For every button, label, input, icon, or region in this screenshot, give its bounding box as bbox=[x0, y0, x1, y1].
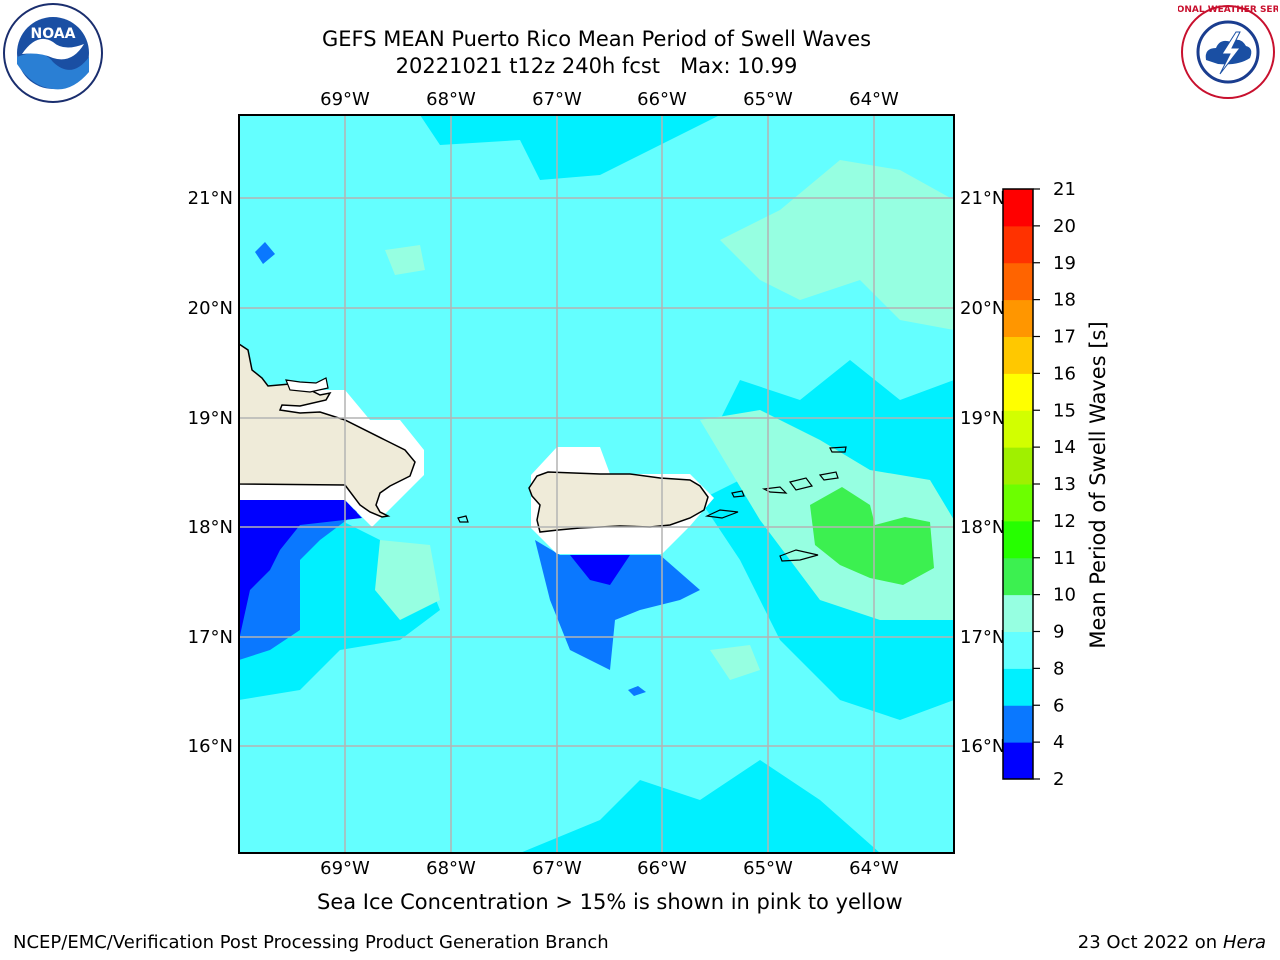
footer-date: 23 Oct 2022 on Hera bbox=[1078, 932, 1266, 953]
lon-label-bottom: 64°W bbox=[849, 858, 899, 879]
colorbar-tick-label: 19 bbox=[1053, 253, 1076, 274]
colorbar-label: Mean Period of Swell Waves [s] bbox=[1086, 321, 1110, 648]
lat-label-right: 17°N bbox=[960, 627, 1005, 648]
lat-label-left: 19°N bbox=[188, 408, 233, 429]
colorbar-tick-label: 2 bbox=[1053, 769, 1064, 790]
lat-label-right: 19°N bbox=[960, 408, 1005, 429]
colorbar-segment bbox=[1003, 262, 1033, 301]
land-puerto-rico bbox=[528, 471, 709, 533]
colorbar-segment bbox=[1003, 742, 1033, 780]
land-islet bbox=[285, 377, 329, 393]
lon-label-bottom: 69°W bbox=[320, 858, 370, 879]
lon-label-top: 64°W bbox=[849, 89, 899, 110]
island bbox=[731, 490, 745, 498]
colorbar-tick-label: 11 bbox=[1053, 548, 1076, 569]
colorbar-segment bbox=[1003, 373, 1033, 411]
footer-date-text: 23 Oct 2022 on bbox=[1077, 932, 1223, 953]
swell-field-4-6 bbox=[239, 242, 700, 696]
sea-ice-caption: Sea Ice Concentration > 15% is shown in … bbox=[317, 890, 903, 914]
island bbox=[704, 509, 739, 519]
colorbar-tick-label: 12 bbox=[1053, 511, 1076, 532]
lat-label-right: 20°N bbox=[960, 298, 1005, 319]
gridlines bbox=[239, 115, 954, 853]
island bbox=[818, 471, 839, 481]
map-title-line2: 20221021 t12z 240h fcst Max: 10.99 bbox=[395, 54, 798, 78]
swell-field-9-10 bbox=[375, 160, 954, 680]
colorbar-tick-label: 9 bbox=[1053, 622, 1064, 643]
colorbar: 2 4 6 8 9 10 11 12 13 14 15 16 17 18 19 20 21 bbox=[1002, 179, 1076, 790]
lon-label-bottom: 65°W bbox=[743, 858, 793, 879]
colorbar-tick-label: 14 bbox=[1053, 437, 1076, 458]
footer-credit: NCEP/EMC/Verification Post Processing Pr… bbox=[13, 932, 609, 953]
island bbox=[788, 477, 814, 491]
colorbar-tick-label: 4 bbox=[1053, 732, 1064, 753]
footer-host: Hera bbox=[1222, 932, 1266, 953]
colorbar-segment bbox=[1003, 299, 1033, 337]
lon-label-top: 69°W bbox=[320, 89, 370, 110]
lon-label-top: 66°W bbox=[637, 89, 687, 110]
colorbar-segment bbox=[1003, 594, 1033, 632]
colorbar-tick-label: 17 bbox=[1053, 327, 1076, 348]
colorbar-tick-label: 21 bbox=[1053, 179, 1076, 200]
colorbar-tick-label: 20 bbox=[1053, 216, 1076, 237]
colorbar-tick-label: 15 bbox=[1053, 400, 1076, 421]
noaa-logo-text: NOAA bbox=[31, 26, 76, 42]
lon-label-bottom: 66°W bbox=[637, 858, 687, 879]
nws-logo-text: NATIONAL WEATHER SERVICE bbox=[1178, 5, 1278, 15]
lat-label-right: 16°N bbox=[960, 736, 1005, 757]
lat-label-left: 21°N bbox=[188, 188, 233, 209]
swell-field-2-4 bbox=[239, 500, 630, 640]
island bbox=[779, 549, 819, 562]
swell-field-10-11 bbox=[810, 487, 934, 585]
noaa-logo: NOAA bbox=[3, 3, 103, 103]
colorbar-tick-label: 16 bbox=[1053, 363, 1076, 384]
colorbar-tick-label: 18 bbox=[1053, 290, 1076, 311]
lon-label-bottom: 68°W bbox=[426, 858, 476, 879]
colorbar-tick-label: 13 bbox=[1053, 474, 1076, 495]
lon-label-top: 65°W bbox=[743, 89, 793, 110]
colorbar-segment bbox=[1003, 336, 1033, 374]
colorbar-tick-label: 10 bbox=[1053, 585, 1076, 606]
colorbar-segment bbox=[1003, 225, 1033, 264]
colorbar-segment bbox=[1003, 631, 1033, 669]
lat-label-left: 20°N bbox=[188, 298, 233, 319]
nws-logo: NATIONAL WEATHER SERVICE bbox=[1178, 5, 1278, 99]
colorbar-segment bbox=[1003, 705, 1033, 743]
colorbar-segment bbox=[1003, 668, 1033, 706]
lat-label-left: 17°N bbox=[188, 627, 233, 648]
lon-label-top: 67°W bbox=[532, 89, 582, 110]
lat-label-left: 16°N bbox=[188, 736, 233, 757]
colorbar-tick-label: 8 bbox=[1053, 658, 1064, 679]
lat-label-right: 18°N bbox=[960, 517, 1005, 538]
map-title-line1: GEFS MEAN Puerto Rico Mean Period of Swe… bbox=[321, 27, 872, 51]
colorbar-tick-label: 6 bbox=[1053, 695, 1064, 716]
colorbar-segment bbox=[1003, 520, 1033, 559]
map-frame bbox=[238, 114, 955, 854]
colorbar-segment bbox=[1003, 410, 1033, 448]
colorbar-segment bbox=[1003, 447, 1033, 485]
lon-label-bottom: 67°W bbox=[532, 858, 582, 879]
colorbar-segment bbox=[1003, 189, 1033, 227]
colorbar-segment bbox=[1003, 557, 1033, 596]
lat-label-right: 21°N bbox=[960, 188, 1005, 209]
island bbox=[457, 515, 469, 523]
lon-label-top: 68°W bbox=[426, 89, 476, 110]
island bbox=[829, 446, 847, 453]
colorbar-segment bbox=[1003, 484, 1033, 522]
lat-label-left: 18°N bbox=[188, 517, 233, 538]
